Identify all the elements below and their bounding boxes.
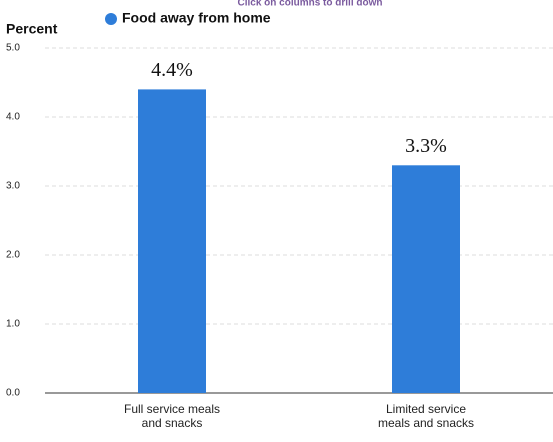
value-label: 4.4%	[151, 59, 193, 81]
y-tick-label: 3.0	[6, 181, 20, 192]
bar[interactable]	[392, 165, 460, 393]
legend-marker	[105, 13, 117, 25]
x-tick-label: Limited service meals and snacks	[377, 402, 475, 430]
y-axis-title: Percent	[6, 21, 58, 37]
y-tick-label: 0.0	[6, 388, 20, 399]
y-tick-label: 2.0	[6, 250, 20, 261]
legend-label: Food away from home	[122, 10, 271, 26]
y-tick-label: 5.0	[6, 43, 20, 54]
bar[interactable]	[138, 89, 206, 394]
drill-note: Click on columns to drill down	[237, 0, 382, 9]
value-label: 3.3%	[405, 135, 447, 157]
y-tick-label: 1.0	[6, 319, 20, 330]
y-tick-label: 4.0	[6, 112, 20, 123]
x-tick-label: Full service meals and snacks	[123, 402, 221, 430]
